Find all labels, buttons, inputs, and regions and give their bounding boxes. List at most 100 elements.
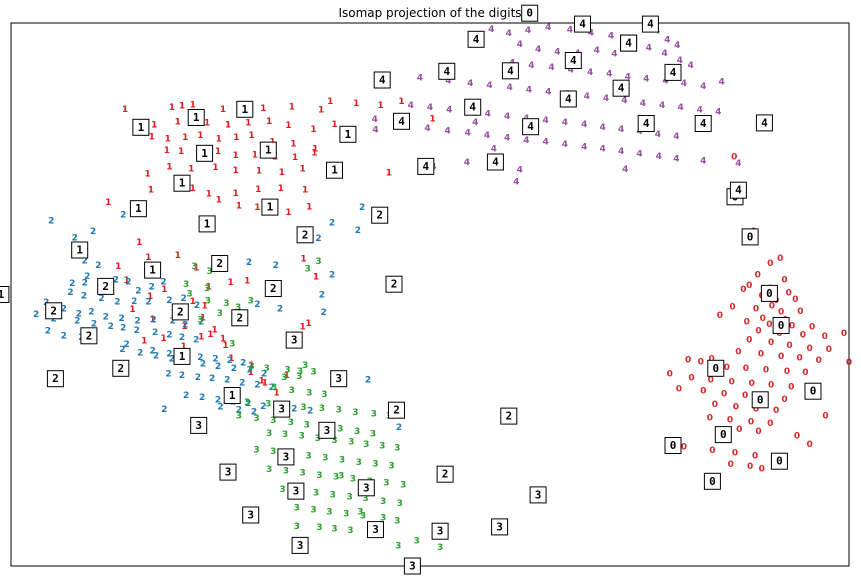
point-digit-4: 4 xyxy=(655,130,661,140)
point-digit-0: 0 xyxy=(786,341,792,351)
point-digit-2: 2 xyxy=(261,369,267,379)
point-digit-2: 2 xyxy=(194,301,200,311)
digit-thumbnail: 2 xyxy=(371,206,389,224)
thumbnail-frame xyxy=(236,100,254,118)
point-digit-0: 0 xyxy=(778,352,784,362)
point-digit-4: 4 xyxy=(424,124,430,134)
point-digit-1: 1 xyxy=(198,332,204,342)
point-digit-4: 4 xyxy=(545,23,551,33)
point-digit-3: 3 xyxy=(437,543,443,553)
point-digit-0: 0 xyxy=(688,374,694,384)
digit-thumbnail: 3 xyxy=(431,522,449,540)
point-digit-2: 2 xyxy=(135,287,141,297)
point-digit-2: 2 xyxy=(246,258,252,268)
point-digit-2: 2 xyxy=(51,314,57,324)
point-digit-1: 1 xyxy=(292,153,298,163)
point-digit-0: 0 xyxy=(800,331,806,341)
thumbnail-digit-glyph: 0 xyxy=(747,230,754,243)
digit-thumbnail: 2 xyxy=(80,327,98,345)
point-digit-0: 0 xyxy=(768,381,774,391)
digit-thumbnail: 2 xyxy=(231,309,249,327)
point-digit-3: 3 xyxy=(223,299,229,309)
thumbnail-digit-glyph: 4 xyxy=(700,117,707,130)
digit-thumbnail: 1 xyxy=(261,198,279,216)
point-digit-1: 1 xyxy=(232,189,238,199)
thumbnail-frame xyxy=(501,62,519,80)
thumbnail-frame xyxy=(529,486,547,504)
point-digit-0: 0 xyxy=(826,345,832,355)
thumbnail-frame xyxy=(707,359,725,377)
point-digit-2: 2 xyxy=(33,310,39,320)
digit-thumbnail: 1 xyxy=(0,286,10,303)
plot-area-frame xyxy=(10,22,850,567)
point-digit-0: 0 xyxy=(749,379,755,389)
point-digit-0: 0 xyxy=(841,329,847,339)
point-digit-0: 0 xyxy=(700,387,706,397)
point-digit-3: 3 xyxy=(244,398,250,408)
digit-thumbnail: 4 xyxy=(464,98,482,116)
thumbnail-frame xyxy=(285,331,303,349)
thumbnail-digit-glyph: 2 xyxy=(391,278,398,291)
digit-thumbnail: 3 xyxy=(242,506,260,524)
point-digit-2: 2 xyxy=(61,305,67,315)
thumbnail-digit-glyph: 4 xyxy=(443,65,450,78)
thumbnail-frame xyxy=(45,302,63,320)
thumbnail-digit-glyph: 2 xyxy=(376,209,383,222)
point-digit-3: 3 xyxy=(229,339,235,349)
point-digit-2: 2 xyxy=(131,297,137,307)
point-digit-0: 0 xyxy=(743,364,749,374)
point-digit-2: 2 xyxy=(199,393,205,403)
point-digit-4: 4 xyxy=(618,147,624,157)
point-digit-3: 3 xyxy=(315,257,321,267)
point-digit-3: 3 xyxy=(310,368,316,378)
thumbnail-digit-glyph: 2 xyxy=(52,372,59,385)
point-digit-2: 2 xyxy=(260,402,266,412)
digit-thumbnail: 4 xyxy=(574,15,591,33)
point-digit-4: 4 xyxy=(715,108,721,118)
point-digit-2: 2 xyxy=(268,383,274,393)
point-digit-4: 4 xyxy=(467,79,473,89)
thumbnail-frame xyxy=(0,286,10,303)
point-digit-4: 4 xyxy=(554,47,560,57)
point-digit-2: 2 xyxy=(307,407,313,417)
point-digit-1: 1 xyxy=(398,97,404,107)
thumbnail-digit-glyph: 4 xyxy=(492,156,499,169)
digit-thumbnail: 1 xyxy=(132,118,150,136)
thumbnail-digit-glyph: 0 xyxy=(776,455,783,468)
point-digit-3: 3 xyxy=(304,420,310,430)
thumbnail-digit-glyph: 3 xyxy=(293,485,300,498)
thumbnail-frame xyxy=(132,118,150,136)
point-digit-1: 1 xyxy=(179,102,185,112)
digit-thumbnail: 0 xyxy=(760,284,778,302)
thumbnail-frame xyxy=(637,115,655,132)
digit-thumbnail: 1 xyxy=(71,241,89,259)
thumbnail-digit-glyph: 2 xyxy=(505,410,512,423)
thumbnail-frame xyxy=(367,521,384,539)
point-digit-1: 1 xyxy=(178,147,184,157)
point-digit-4: 4 xyxy=(608,32,614,42)
digit-thumbnail: 0 xyxy=(664,437,682,454)
point-digit-2: 2 xyxy=(212,355,218,365)
point-digit-2: 2 xyxy=(209,374,215,384)
point-digit-0: 0 xyxy=(740,285,746,295)
point-digit-4: 4 xyxy=(718,78,724,88)
thumbnail-frame xyxy=(486,153,504,171)
digit-thumbnail: 0 xyxy=(521,4,539,22)
thumbnail-digit-glyph: 4 xyxy=(647,18,654,31)
point-digit-3: 3 xyxy=(306,388,312,398)
point-digit-2: 2 xyxy=(329,218,335,228)
point-digit-0: 0 xyxy=(724,363,730,373)
point-digit-1: 1 xyxy=(160,334,166,344)
point-digit-3: 3 xyxy=(297,367,303,377)
digit-thumbnail: 4 xyxy=(729,181,747,199)
point-digit-2: 2 xyxy=(74,317,80,327)
point-digit-3: 3 xyxy=(388,462,394,472)
point-digit-1: 1 xyxy=(175,251,181,261)
point-digit-2: 2 xyxy=(182,320,188,330)
digit-thumbnail: 1 xyxy=(196,144,214,162)
point-digit-4: 4 xyxy=(677,56,683,66)
point-digit-0: 0 xyxy=(769,301,775,311)
thumbnail-frame xyxy=(436,465,454,483)
point-digit-0: 0 xyxy=(777,254,783,264)
point-digit-2: 2 xyxy=(149,347,155,357)
